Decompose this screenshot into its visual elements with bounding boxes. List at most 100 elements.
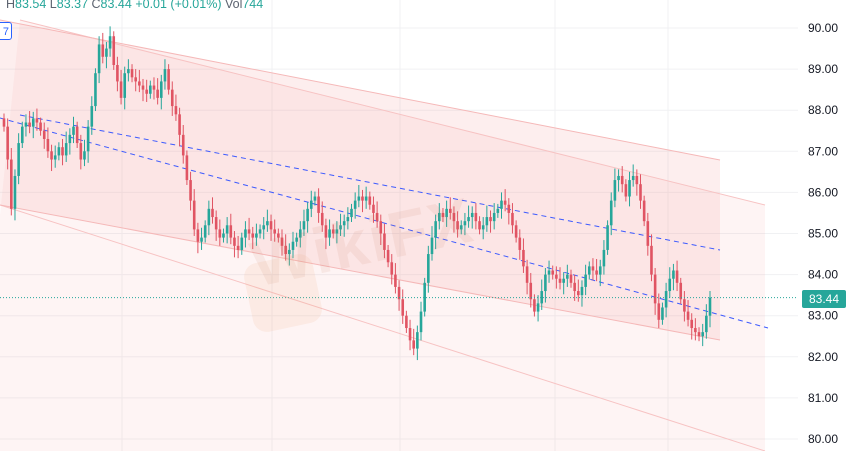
candle-body (562, 278, 565, 283)
candle-body (335, 229, 339, 234)
candle (423, 277, 426, 317)
candle-body (284, 245, 287, 255)
candle-body (189, 180, 192, 201)
candle-body (686, 311, 690, 320)
candle (97, 36, 101, 84)
candle (20, 121, 24, 149)
ohlc-header: H83.54 L83.37 C83.44 +0.01 (+0.01%) Vol7… (6, 0, 263, 12)
candle (138, 69, 141, 93)
candle (602, 240, 606, 275)
candle (79, 134, 83, 170)
candle (361, 189, 364, 213)
high-value: 83.54 (15, 0, 47, 11)
candle-body (211, 208, 214, 218)
candle (167, 64, 170, 95)
candle-body (507, 204, 511, 213)
candle-body (277, 233, 280, 238)
candle (119, 69, 123, 105)
candle-body (602, 249, 606, 267)
candle (485, 205, 489, 232)
inner-channel (0, 20, 720, 340)
candle-body (320, 212, 324, 226)
candle (456, 211, 459, 238)
candle (580, 280, 584, 307)
candle-body (412, 340, 415, 349)
candle-body (141, 85, 145, 90)
candle-body (690, 319, 694, 329)
candle (2, 113, 6, 132)
candle-body (258, 229, 262, 234)
candle-body (61, 147, 64, 156)
candle (17, 133, 20, 185)
candle (503, 189, 507, 212)
y-tick-label: 83.00 (808, 309, 838, 323)
candle (28, 111, 31, 134)
candle (339, 213, 342, 236)
candle (522, 238, 525, 273)
candle-body (467, 217, 470, 222)
candle (218, 219, 222, 246)
candle (10, 148, 13, 216)
candle-body (672, 270, 675, 279)
candle-body (598, 266, 602, 275)
candle-body (642, 200, 646, 222)
candle (105, 41, 108, 69)
candle-body (240, 237, 244, 250)
y-tick-label: 86.00 (808, 185, 838, 199)
candle (540, 279, 544, 310)
candle (661, 302, 664, 325)
candle-body (650, 245, 653, 275)
candle-body (470, 212, 474, 218)
candle-body (544, 274, 547, 292)
candle-body (152, 85, 156, 90)
candle (108, 26, 112, 57)
candle-body (280, 237, 284, 246)
y-tick-label: 88.00 (808, 103, 838, 117)
candle (372, 196, 375, 223)
candle (94, 68, 97, 112)
candle-body (536, 303, 540, 312)
candle (320, 201, 324, 232)
candle-body (452, 212, 456, 222)
candle (313, 191, 317, 206)
candle (624, 179, 628, 202)
candle (547, 260, 551, 283)
candle-body (489, 217, 492, 222)
candle-body (496, 208, 500, 213)
candle-body (481, 225, 485, 230)
candle (555, 266, 558, 289)
candle-body (28, 122, 31, 127)
candle-body (42, 130, 46, 139)
indicator-label-box[interactable]: 7 (0, 22, 12, 40)
candle-body (661, 307, 664, 320)
candle-body (694, 328, 697, 333)
candle (6, 118, 9, 170)
candle-body (657, 303, 661, 320)
candle-body (500, 200, 503, 209)
candle-body (244, 229, 247, 238)
candle-body (200, 237, 203, 242)
candle-body (178, 114, 181, 135)
candle (72, 116, 75, 144)
candle-body (116, 64, 119, 82)
candle-body (624, 184, 628, 197)
candle (178, 107, 181, 147)
candle-body (350, 208, 353, 218)
candle-body (233, 237, 236, 246)
candle-body (430, 237, 434, 255)
candle (90, 96, 94, 135)
candle-body (478, 221, 481, 230)
candle-body (247, 229, 251, 234)
candle (317, 188, 320, 223)
candle-body (10, 159, 13, 209)
candle (675, 260, 679, 292)
candle-body (90, 106, 94, 127)
candle-body (566, 274, 569, 279)
candle-body (346, 217, 350, 222)
candle-body (291, 241, 295, 250)
candle-body (72, 126, 75, 135)
candle-body (591, 266, 595, 271)
candle (291, 231, 295, 259)
candle-body (518, 237, 522, 250)
